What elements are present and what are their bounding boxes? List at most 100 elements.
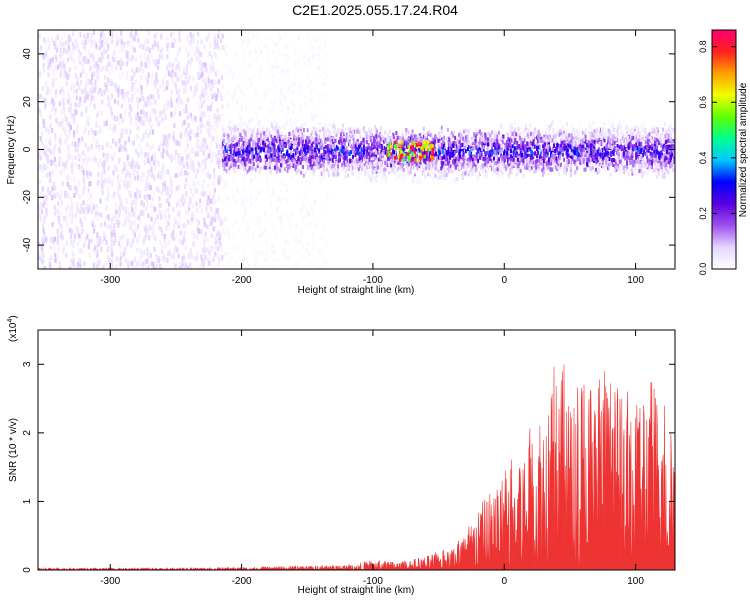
heatmap-cell xyxy=(125,53,128,59)
heatmap-cell xyxy=(256,216,259,221)
heatmap-cell xyxy=(60,223,63,229)
heatmap-cell xyxy=(263,211,266,216)
heatmap-cell xyxy=(143,61,146,67)
heatmap-cell xyxy=(201,86,204,92)
heatmap-cell xyxy=(90,53,93,59)
heatmap-cell xyxy=(73,108,76,114)
heatmap-cell xyxy=(197,59,201,65)
heatmap-cell xyxy=(650,165,653,169)
heatmap-cell xyxy=(309,93,312,98)
heatmap-cell xyxy=(131,207,134,213)
heatmap-cell xyxy=(181,240,184,246)
heatmap-cell xyxy=(47,72,50,78)
heatmap-cell xyxy=(214,239,217,245)
heatmap-cell xyxy=(208,120,211,126)
heatmap-cell xyxy=(205,223,208,229)
heatmap-cell xyxy=(498,157,501,162)
heatmap-cell xyxy=(78,56,82,62)
heatmap-cell xyxy=(112,138,115,144)
heatmap-cell xyxy=(211,79,214,85)
heatmap-cell xyxy=(397,174,400,179)
heatmap-cell xyxy=(176,51,179,57)
heatmap-cell xyxy=(159,263,162,269)
heatmap-cell xyxy=(44,196,47,202)
heatmap-cell xyxy=(151,210,154,216)
heatmap-cell xyxy=(71,251,74,257)
heatmap-cell xyxy=(150,203,153,209)
heatmap-cell xyxy=(44,52,48,58)
heatmap-cell xyxy=(38,94,41,99)
heatmap-cell xyxy=(87,244,90,250)
heatmap-cell xyxy=(208,173,211,179)
heatmap-cell xyxy=(210,157,213,163)
heatmap-cell xyxy=(286,59,289,64)
heatmap-cell xyxy=(296,197,299,201)
heatmap-cell xyxy=(143,100,146,106)
heatmap-cell xyxy=(132,238,135,244)
heatmap-cell xyxy=(242,198,245,203)
heatmap-cell xyxy=(276,42,279,47)
heatmap-cell xyxy=(225,39,228,44)
heatmap-cell xyxy=(118,157,121,163)
heatmap-cell xyxy=(177,73,180,79)
heatmap-cell xyxy=(177,221,181,227)
heatmap-cell xyxy=(660,150,663,155)
heatmap-cell xyxy=(169,183,172,189)
heatmap-cell xyxy=(212,181,215,187)
heatmap-cell xyxy=(132,230,135,236)
heatmap-cell xyxy=(301,132,303,137)
heatmap-cell xyxy=(97,76,100,82)
heatmap-cell xyxy=(393,158,396,163)
heatmap-cell xyxy=(47,45,51,51)
heatmap-cell xyxy=(118,85,121,90)
heatmap-cell xyxy=(667,154,670,159)
heatmap-cell xyxy=(308,242,311,247)
heatmap-cell xyxy=(146,231,149,237)
heatmap-cell xyxy=(233,179,236,184)
heatmap-cell xyxy=(608,132,611,137)
heatmap-cell xyxy=(176,89,179,95)
heatmap-cell xyxy=(58,225,61,231)
heatmap-cell xyxy=(210,124,214,130)
heatmap-cell xyxy=(604,165,607,170)
heatmap-cell xyxy=(190,189,193,195)
heatmap-cell xyxy=(270,100,273,105)
heatmap-cell xyxy=(294,50,297,55)
heatmap-cell xyxy=(135,67,138,73)
heatmap-cell xyxy=(279,215,282,220)
heatmap-cell xyxy=(604,134,606,139)
heatmap-cell xyxy=(125,128,128,134)
heatmap-cell xyxy=(250,150,253,155)
heatmap-cell xyxy=(107,192,110,198)
heatmap-cell xyxy=(208,148,212,153)
heatmap-cell xyxy=(266,173,269,177)
heatmap-cell xyxy=(554,139,557,144)
heatmap-cell xyxy=(107,61,111,67)
heatmap-cell xyxy=(213,44,217,50)
heatmap-cell xyxy=(181,194,184,200)
heatmap-cell xyxy=(322,255,325,260)
heatmap-cell xyxy=(155,263,158,269)
heatmap-cell xyxy=(307,224,310,229)
heatmap-cell xyxy=(264,98,267,103)
heatmap-cell xyxy=(165,137,168,143)
heatmap-cell xyxy=(191,117,194,123)
heatmap-cell xyxy=(432,141,435,146)
heatmap-cell xyxy=(275,195,278,200)
heatmap-cell xyxy=(213,41,216,47)
heatmap-cell xyxy=(234,92,237,96)
heatmap-cell xyxy=(50,169,53,175)
heatmap-cell xyxy=(135,247,138,253)
heatmap-cell xyxy=(191,230,194,236)
heatmap-cell xyxy=(171,73,174,78)
heatmap-cell xyxy=(100,66,103,72)
heatmap-cell xyxy=(200,63,203,69)
heatmap-cell xyxy=(189,112,193,118)
heatmap-cell xyxy=(160,243,163,249)
heatmap-cell xyxy=(179,230,182,236)
heatmap-cell xyxy=(69,125,72,130)
heatmap-cell xyxy=(147,30,150,36)
heatmap-cell xyxy=(107,46,110,52)
heatmap-cell xyxy=(282,45,285,50)
heatmap-cell xyxy=(38,125,41,131)
